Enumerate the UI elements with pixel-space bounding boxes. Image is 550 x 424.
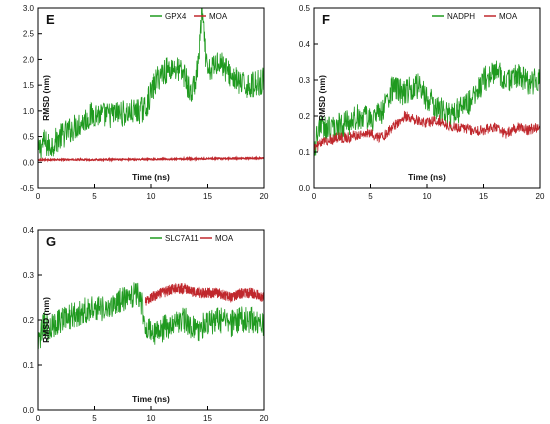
x-tick-label: 5 <box>92 414 97 423</box>
y-axis-title: RMSD (nm) <box>41 297 51 343</box>
x-tick-label: 10 <box>423 192 432 201</box>
y-axis-title: RMSD (nm) <box>41 75 51 121</box>
x-tick-label: 5 <box>92 192 97 201</box>
x-tick-label: 0 <box>36 414 41 423</box>
y-tick-label: 0.5 <box>23 133 35 142</box>
y-tick-label: 0.3 <box>23 271 35 280</box>
y-tick-label: 0.0 <box>299 184 311 193</box>
x-tick-label: 20 <box>260 192 269 201</box>
x-axis-title: Time (ns) <box>132 172 170 182</box>
series-line-moa <box>38 155 264 163</box>
x-tick-label: 20 <box>536 192 545 201</box>
x-tick-label: 0 <box>312 192 317 201</box>
legend-label-moa: MOA <box>215 234 234 243</box>
x-axis-title: Time (ns) <box>408 172 446 182</box>
panel-label: G <box>46 234 56 249</box>
x-tick-label: 10 <box>147 192 156 201</box>
chart-panel-e: 0 5 10 15 20 -0.5 0.0 0.5 1.0 1.5 2.0 2.5 3.0 Time (n… <box>20 4 269 201</box>
chart-panel-g: 0 5 10 15 20 0.0 0.1 0.2 0.3 0.4 Time (ns) RMSD (nm… <box>23 226 269 423</box>
y-tick-label: 0.5 <box>299 4 311 13</box>
chart-panel-f: 0 5 10 15 20 0.0 0.1 0.2 0.3 0.4 0.5 Time (ns) RMSD … <box>299 4 545 201</box>
y-tick-label: 0.2 <box>299 112 311 121</box>
y-tick-label: 3.0 <box>23 4 35 13</box>
x-tick-label: 15 <box>203 414 212 423</box>
series-line-slc7a11 <box>38 282 264 350</box>
y-tick-label: 1.0 <box>23 107 35 116</box>
x-axis-title: Time (ns) <box>132 394 170 404</box>
legend-label-slc7a11: SLC7A11 <box>165 234 199 243</box>
x-tick-label: 5 <box>368 192 373 201</box>
y-tick-label: 0.4 <box>23 226 35 235</box>
y-tick-label: 0.1 <box>299 148 311 157</box>
x-tick-label: 10 <box>147 414 156 423</box>
y-tick-label: 0.4 <box>299 40 311 49</box>
x-tick-label: 0 <box>36 192 41 201</box>
x-tick-label: 20 <box>260 414 269 423</box>
legend-label-moa: MOA <box>209 12 228 21</box>
y-tick-label: -0.5 <box>20 184 34 193</box>
y-tick-label: 0.0 <box>23 406 35 415</box>
panel-label: E <box>46 12 55 27</box>
y-axis-title: RMSD (nm) <box>317 75 327 121</box>
y-tick-label: 1.5 <box>23 81 35 90</box>
series-line-gpx4 <box>38 8 264 160</box>
legend-label-moa: MOA <box>499 12 518 21</box>
panel-label: F <box>322 12 330 27</box>
y-tick-label: 2.5 <box>23 30 35 39</box>
y-tick-label: 0.0 <box>23 158 35 167</box>
x-tick-label: 15 <box>203 192 212 201</box>
series-line-nadph <box>314 60 540 166</box>
y-tick-label: 0.2 <box>23 316 35 325</box>
y-tick-label: 0.3 <box>299 76 311 85</box>
series-line-moa <box>144 282 264 306</box>
series-line-moa <box>314 110 540 154</box>
x-tick-label: 15 <box>479 192 488 201</box>
plot-frame <box>37 7 265 189</box>
y-tick-label: 0.1 <box>23 361 35 370</box>
legend-label-gpx4: GPX4 <box>165 12 187 21</box>
y-tick-label: 2.0 <box>23 55 35 64</box>
legend-label-nadph: NADPH <box>447 12 475 21</box>
